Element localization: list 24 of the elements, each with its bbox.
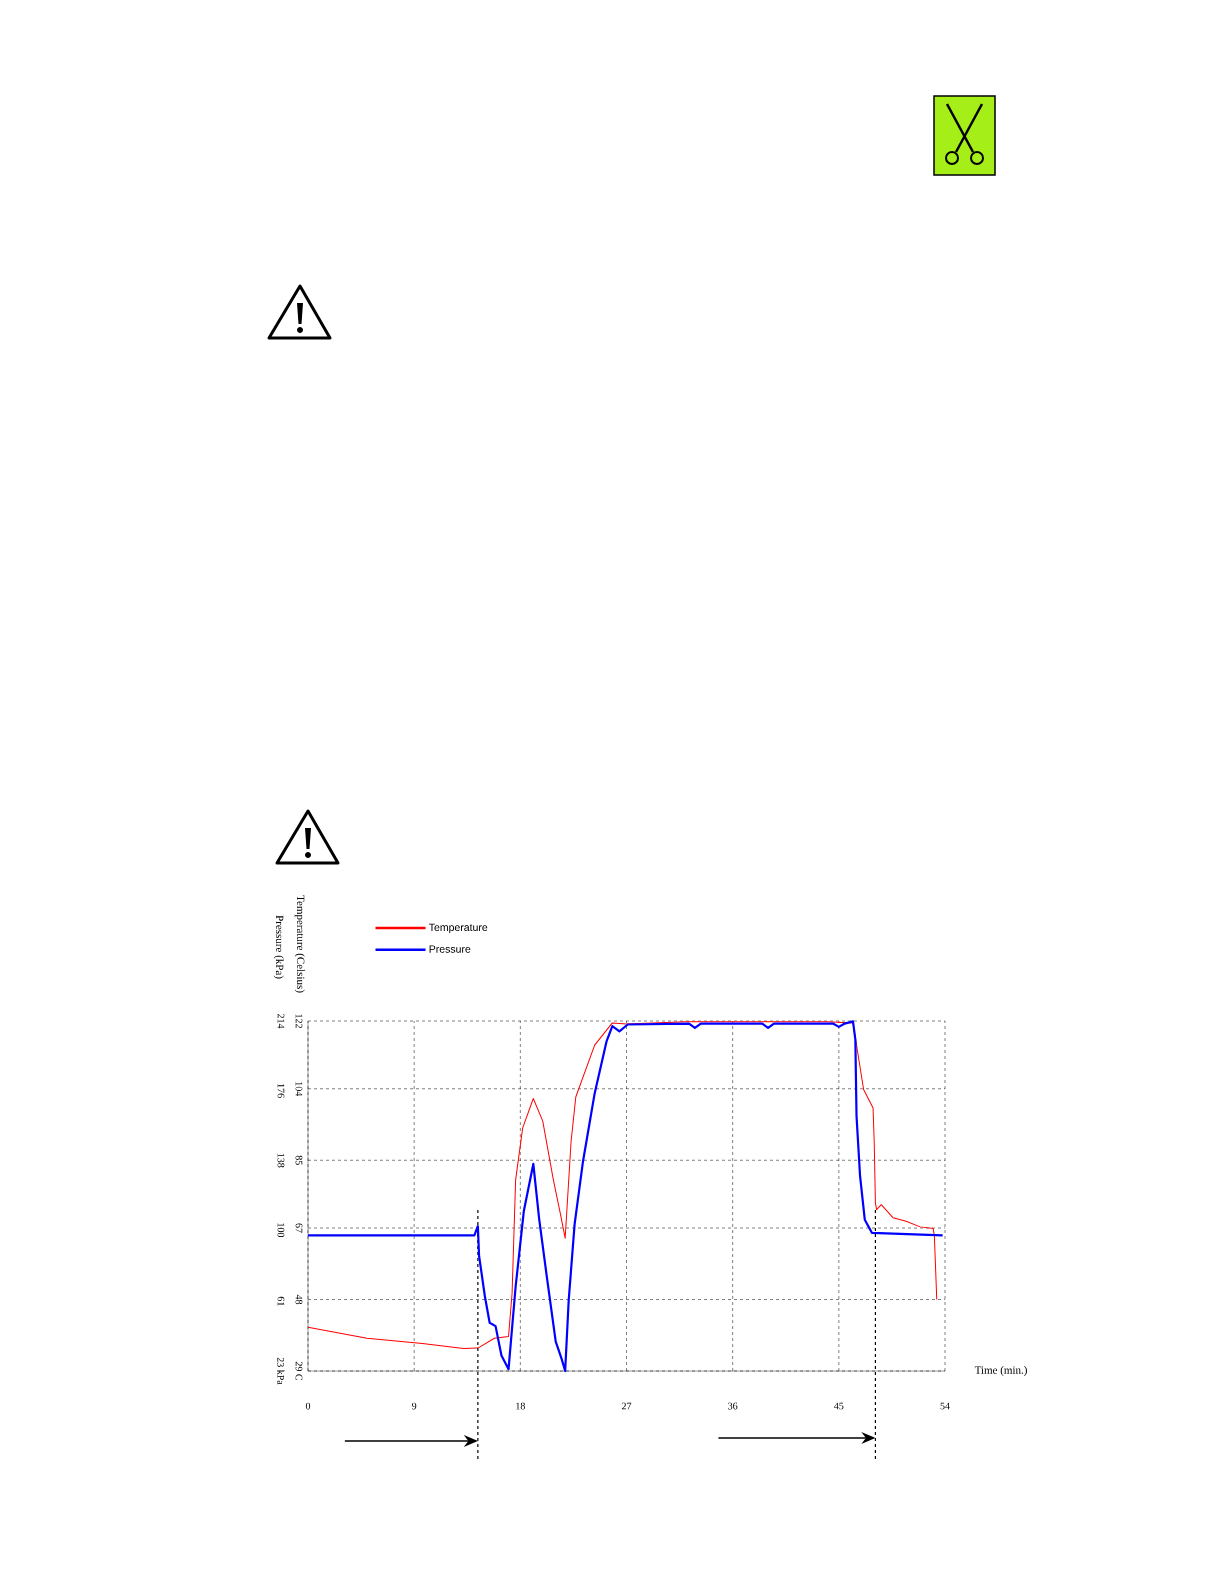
x-tick-label: 0	[305, 1402, 311, 1410]
y2-tick-label: 100	[277, 1223, 285, 1238]
x-tick-label: 36	[728, 1402, 738, 1410]
x-tick-label: 27	[621, 1402, 632, 1410]
x-tick-label: 54	[940, 1402, 950, 1410]
y2-tick-label: 214	[277, 1013, 285, 1029]
y2-tick-label: 23 kPa	[277, 1357, 285, 1385]
x-tick-label: 9	[412, 1402, 417, 1410]
y2-tick-label: 176	[277, 1084, 285, 1098]
y2-axis-title: Pressure (kPa)	[273, 915, 284, 979]
x-tick-label: 45	[834, 1402, 844, 1410]
y-tick-label: 122	[295, 1014, 303, 1028]
y-tick-label: 104	[295, 1082, 303, 1097]
y-tick-label: 48	[295, 1294, 303, 1305]
x-axis-title: Time (min.)	[974, 1366, 1027, 1376]
y-tick-label: 29 C	[295, 1361, 303, 1381]
y2-tick-label: 61	[277, 1296, 285, 1306]
x-tick-label: 18	[516, 1402, 525, 1410]
y-axis-title: Temperature (Celsius)	[294, 895, 305, 993]
y2-tick-label: 138	[277, 1153, 285, 1168]
y-tick-label: 85	[295, 1155, 303, 1165]
y-tick-label: 67	[295, 1223, 303, 1233]
legend-label: Temperature	[429, 923, 488, 934]
legend-label: Pressure	[429, 945, 471, 953]
